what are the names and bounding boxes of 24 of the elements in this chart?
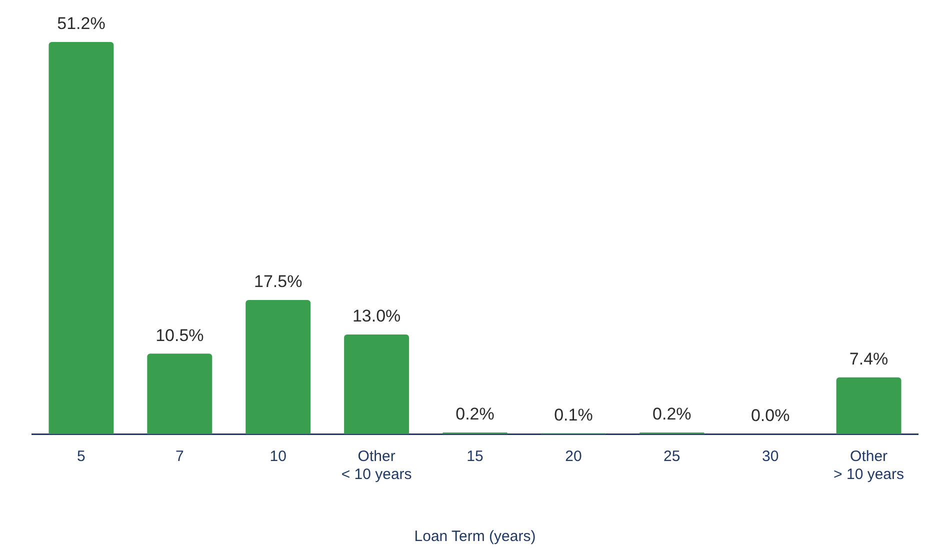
x-tick-label: 5 (77, 448, 86, 466)
x-tick-label: 30 (762, 448, 779, 466)
data-label: 17.5% (254, 272, 302, 292)
x-tick-label: 15 (466, 448, 484, 466)
bar (344, 334, 410, 434)
data-label: 13.0% (352, 306, 401, 326)
data-label: 0.2% (652, 404, 692, 424)
bar (147, 354, 212, 434)
x-tick-label: 7 (175, 448, 184, 466)
bar (48, 42, 114, 434)
data-label: 10.5% (156, 326, 204, 345)
x-tick-label: 10 (270, 448, 286, 466)
x-tick-label: 25 (664, 448, 680, 466)
x-axis-title: Loan Term (years) (414, 528, 536, 546)
data-label: 0.1% (554, 405, 593, 424)
bar (836, 377, 902, 434)
x-tick-label: Other > 10 years (834, 448, 904, 484)
data-label: 7.4% (849, 350, 888, 369)
data-label: 0.2% (456, 404, 494, 424)
data-label: 0.0% (750, 406, 790, 426)
x-tick-label: Other < 10 years (341, 448, 412, 484)
x-tick-label: 20 (565, 448, 582, 466)
data-label: 51.2% (57, 14, 106, 34)
bar (246, 300, 311, 434)
